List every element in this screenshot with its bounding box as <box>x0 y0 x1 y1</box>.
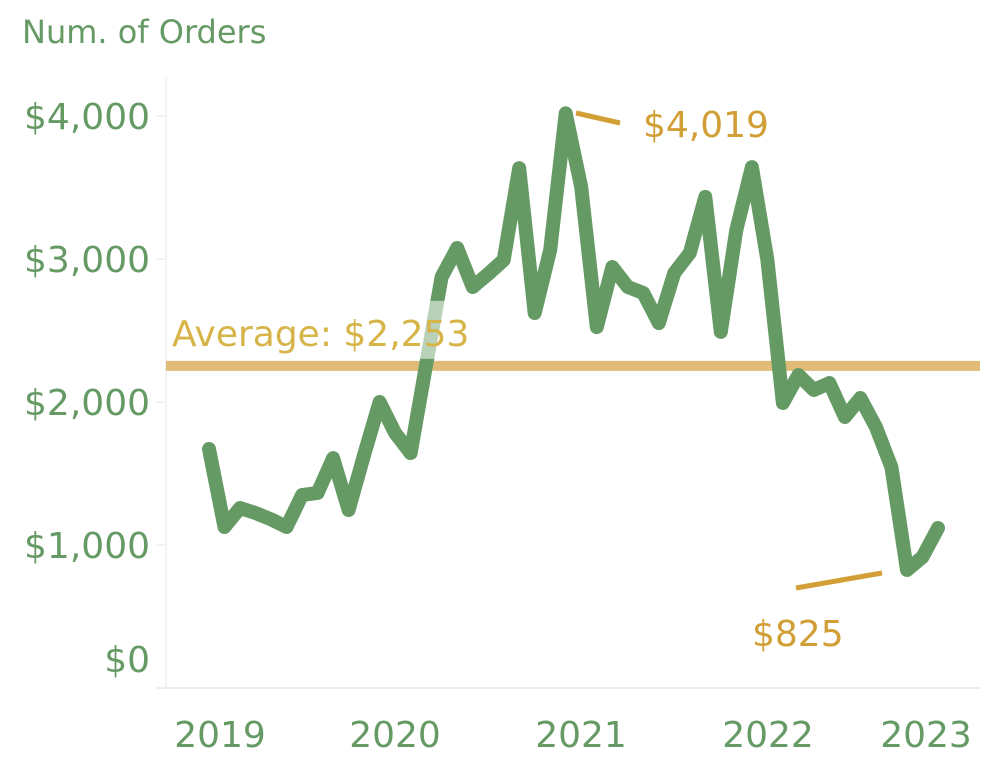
chart-title: Num. of Orders <box>22 13 266 51</box>
y-tick-label: $2,000 <box>24 383 150 424</box>
axes <box>157 78 980 689</box>
x-tick-label: 2023 <box>880 715 972 756</box>
annotation-max-label: $4,019 <box>643 105 769 146</box>
x-tick-label: 2022 <box>722 715 814 756</box>
annotation-min-leader <box>795 570 883 591</box>
x-tick-label: 2019 <box>174 715 266 756</box>
annotation-max-leader <box>575 110 621 126</box>
average-label-background <box>167 300 500 359</box>
y-tick-label: $3,000 <box>24 240 150 281</box>
x-tick-label: 2021 <box>535 715 627 756</box>
y-tick-label: $1,000 <box>24 526 150 567</box>
series-line <box>202 106 945 577</box>
average-label-group: Average: $2,253 <box>167 300 500 359</box>
x-axis-ticks: 2019 2020 2021 2022 2023 <box>174 715 972 756</box>
annotations: $4,019 $825 <box>575 105 883 655</box>
data-points <box>208 113 939 571</box>
x-tick-label: 2020 <box>349 715 441 756</box>
series-group <box>202 106 945 577</box>
average-label: Average: $2,253 <box>172 314 469 355</box>
y-axis-ticks: $0 $1,000 $2,000 $3,000 $4,000 <box>24 97 150 681</box>
y-tick-label: $0 <box>104 640 150 681</box>
annotation-min-label: $825 <box>752 614 844 655</box>
y-tick-label: $4,000 <box>24 97 150 138</box>
